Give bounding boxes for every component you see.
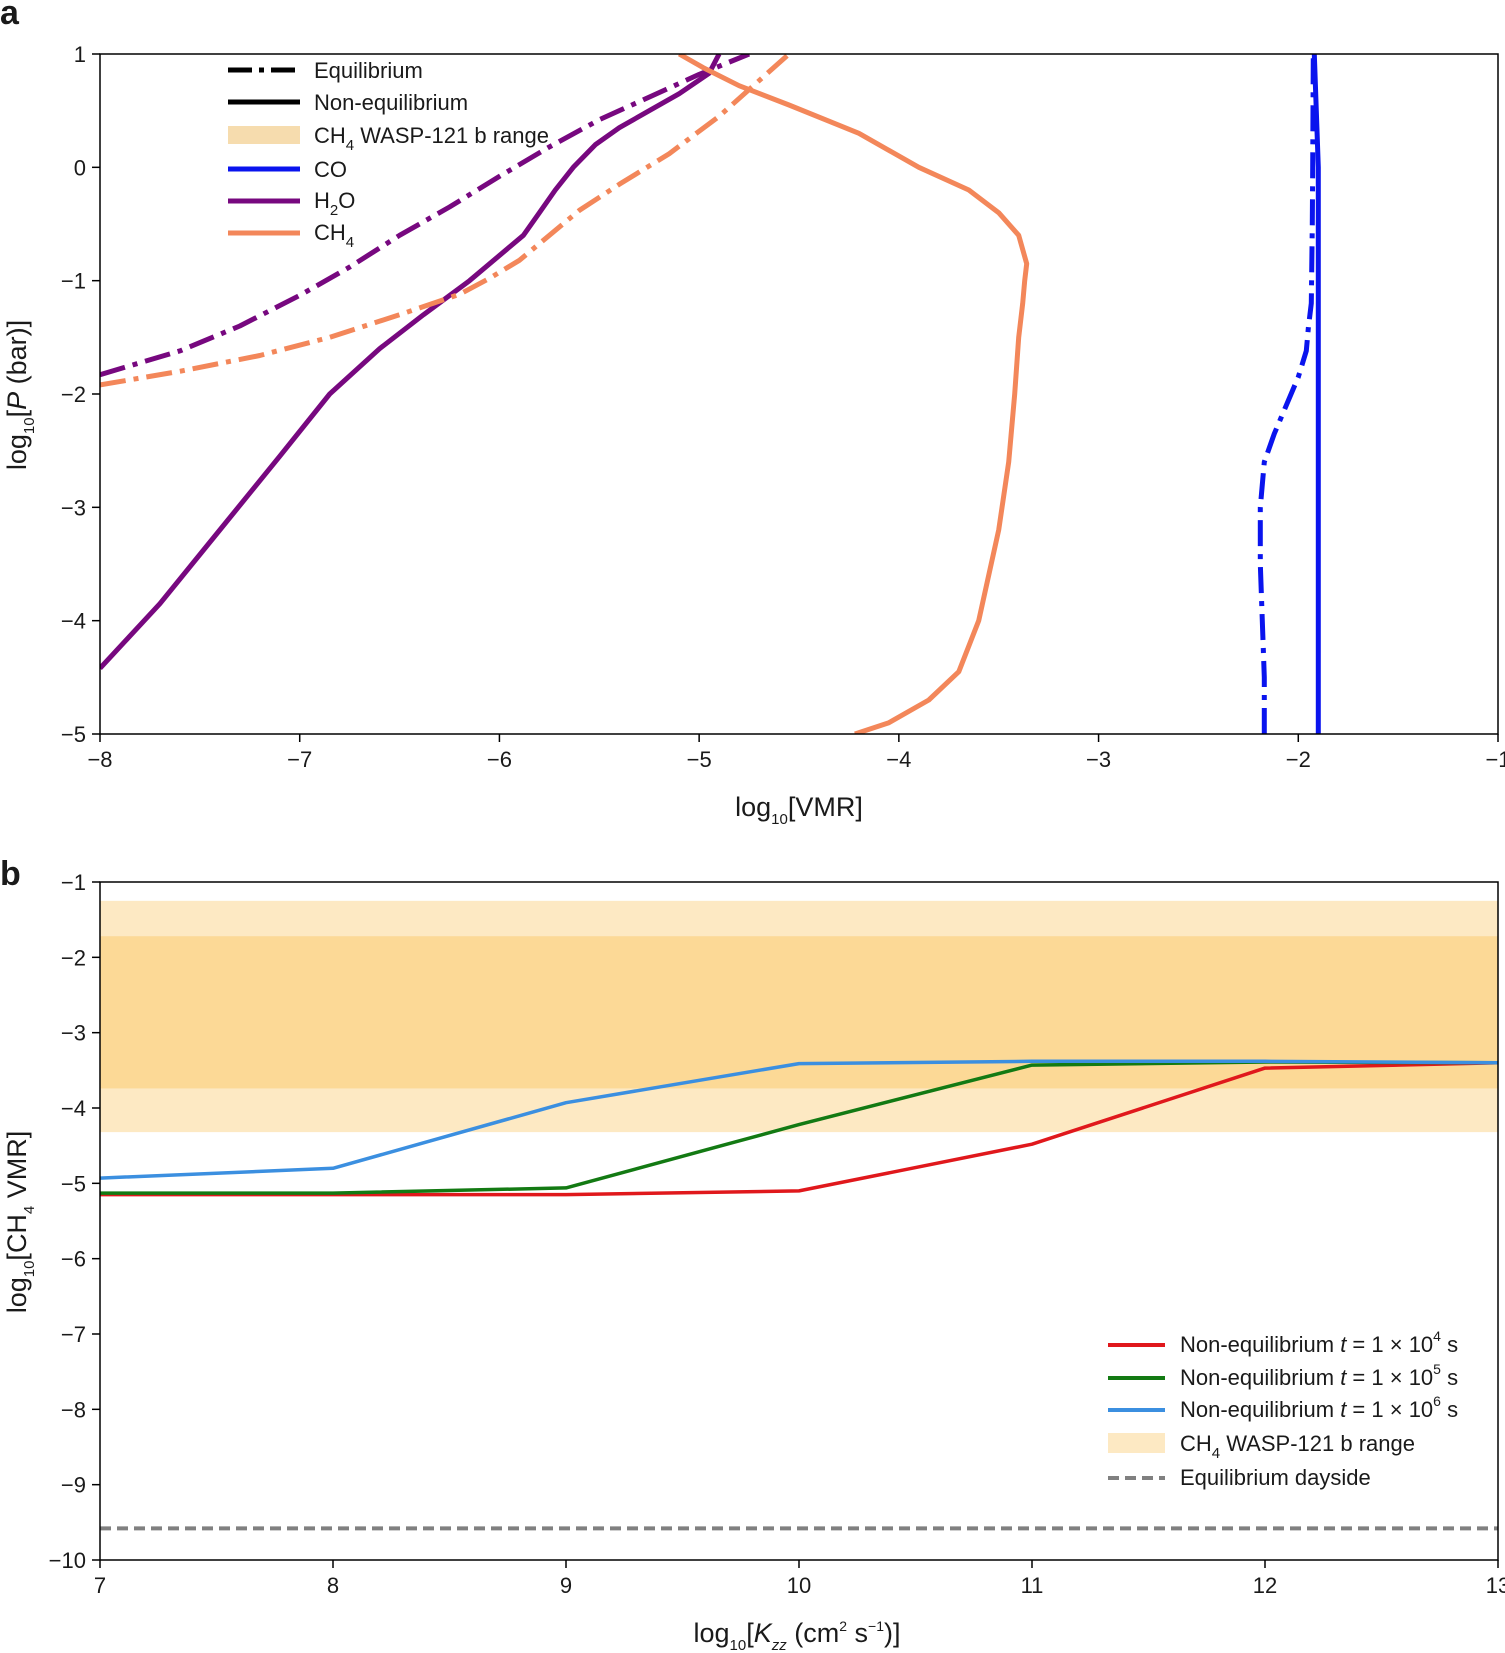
a-x-tick-label: −5 <box>687 747 712 772</box>
b-x-tick-label: 11 <box>1021 1573 1044 1598</box>
legend-a-nonequilibrium: Non-equilibrium <box>314 90 468 115</box>
panel-a-x-ticks: −8 −7 −6 −5 −4 −3 −2 −1 <box>87 734 1505 772</box>
legend-a-ch4: CH4 <box>314 220 354 251</box>
b-y-tick-label: −1 <box>61 870 86 895</box>
legend-a-h2o: H2O <box>314 188 355 219</box>
legend-b-t1e4: Non-equilibrium t = 1 × 104 s <box>1180 1328 1458 1357</box>
panel-a-lines <box>100 54 1321 734</box>
series-h2o-equilibrium <box>100 54 751 378</box>
legend-b-swatch-range <box>1108 1433 1165 1453</box>
b-y-tick-label: −5 <box>61 1171 86 1196</box>
b-y-tick-label: −7 <box>61 1322 86 1347</box>
panel-b-y-label: log10[CH4 VMR] <box>2 1131 38 1314</box>
b-x-tick-label: 8 <box>327 1573 339 1598</box>
legend-b-range: CH4 WASP-121 b range <box>1180 1431 1415 1462</box>
panel-a-x-label: log10[VMR] <box>735 792 863 828</box>
panel-a: a −8 −7 −6 −5 −4 −3 −2 −1 −5 −4 −3 −2 −1 0 1 log10[VM… <box>0 0 1505 828</box>
panel-a-y-ticks: −5 −4 −3 −2 −1 0 1 <box>61 42 100 747</box>
series-ch4-equilibrium <box>100 54 791 388</box>
legend-b-t1e6: Non-equilibrium t = 1 × 106 s <box>1180 1393 1458 1422</box>
a-x-tick-label: −3 <box>1086 747 1111 772</box>
a-x-tick-label: −2 <box>1286 747 1311 772</box>
series-co-nonequilibrium <box>1311 54 1321 734</box>
panel-b-lines <box>100 1059 1498 1531</box>
b-y-tick-label: −9 <box>61 1473 86 1498</box>
panel-b-x-label: log10[Kzz (cm2 s−1)] <box>693 1618 900 1653</box>
a-y-tick-label: 0 <box>74 155 86 180</box>
legend-a-swatch-range <box>228 126 300 144</box>
panel-b-letter: b <box>0 855 21 893</box>
panel-b: b 7 8 9 10 11 12 13 −1 −2 −3 −4 −5 −6 −7 −8 −9 −10 log1… <box>0 855 1505 1653</box>
series-h2o-nonequilibrium <box>100 54 722 670</box>
a-x-tick-label: −6 <box>487 747 512 772</box>
panel-a-letter: a <box>0 0 20 32</box>
panel-b-x-ticks: 7 8 9 10 11 12 13 <box>94 1560 1505 1598</box>
a-x-tick-label: −8 <box>87 747 112 772</box>
series-t1e6 <box>100 1059 1498 1180</box>
a-x-tick-label: −7 <box>287 747 312 772</box>
legend-b-dayside: Equilibrium dayside <box>1180 1465 1371 1490</box>
b-x-tick-label: 7 <box>94 1573 106 1598</box>
b-y-tick-label: −6 <box>61 1247 86 1272</box>
series-co-equilibrium <box>1257 54 1316 734</box>
b-y-tick-label: −3 <box>61 1021 86 1046</box>
a-y-tick-label: −1 <box>61 269 86 294</box>
b-y-tick-label: −8 <box>61 1397 86 1422</box>
b-x-tick-label: 9 <box>560 1573 572 1598</box>
panel-b-legend: Non-equilibrium t = 1 × 104 s Non-equili… <box>1108 1328 1458 1490</box>
a-x-tick-label: −4 <box>886 747 911 772</box>
a-y-tick-label: −4 <box>61 609 86 634</box>
panel-a-frame <box>99 53 1499 735</box>
a-y-tick-label: −2 <box>61 382 86 407</box>
b-y-tick-label: −10 <box>49 1548 86 1573</box>
legend-a-equilibrium: Equilibrium <box>314 58 423 83</box>
panel-a-legend: Equilibrium Non-equilibrium CH4 WASP-121… <box>228 58 549 251</box>
a-y-tick-label: −3 <box>61 495 86 520</box>
b-y-tick-label: −4 <box>61 1096 86 1121</box>
panel-a-y-label: log10[P (bar)] <box>2 320 38 470</box>
b-y-tick-label: −2 <box>61 945 86 970</box>
legend-a-co: CO <box>314 157 347 182</box>
b-x-tick-label: 10 <box>787 1573 811 1598</box>
legend-b-t1e5: Non-equilibrium t = 1 × 105 s <box>1180 1361 1458 1390</box>
ch4-range-inner-band <box>100 936 1498 1089</box>
panel-b-bands <box>100 900 1498 1133</box>
a-x-tick-label: −1 <box>1485 747 1505 772</box>
series-ch4-nonequilibrium <box>677 54 1030 734</box>
a-y-tick-label: 1 <box>74 42 86 67</box>
panel-b-y-ticks: −1 −2 −3 −4 −5 −6 −7 −8 −9 −10 <box>49 870 100 1573</box>
b-x-tick-label: 13 <box>1486 1573 1505 1598</box>
a-y-tick-label: −5 <box>61 722 86 747</box>
b-x-tick-label: 12 <box>1253 1573 1277 1598</box>
legend-a-range: CH4 WASP-121 b range <box>314 123 549 154</box>
